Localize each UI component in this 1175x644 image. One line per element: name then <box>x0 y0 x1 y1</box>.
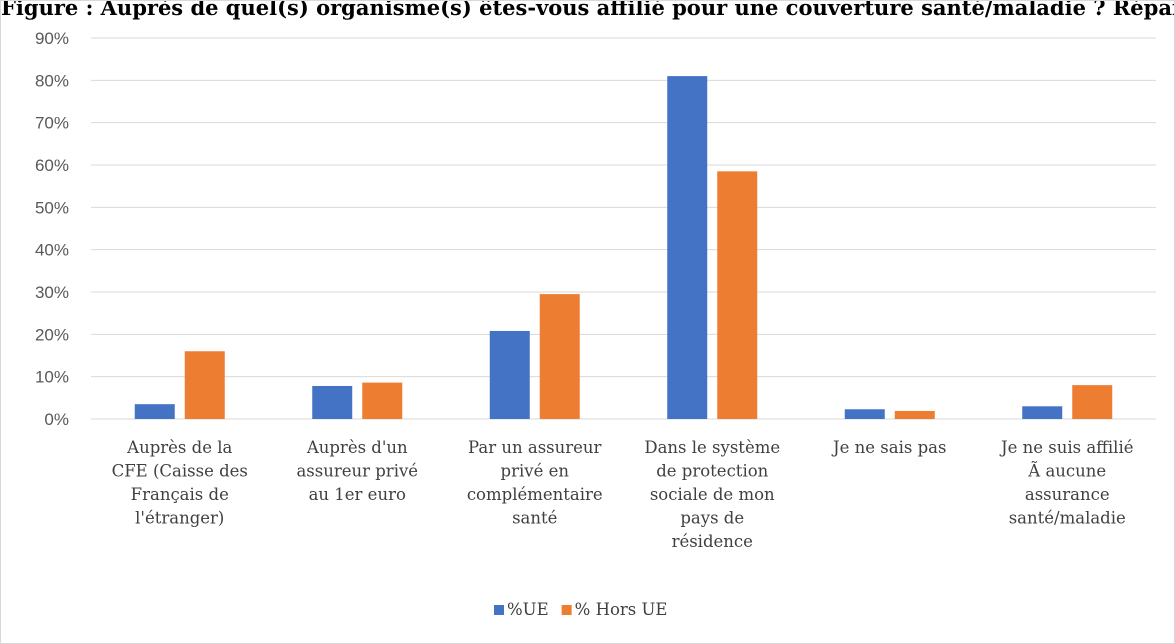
bars <box>134 76 1113 419</box>
y-tick-label: 40% <box>35 241 69 260</box>
legend-swatch <box>561 605 572 615</box>
bar-ue <box>134 404 175 419</box>
x-category-label-line: Auprès de la <box>126 438 232 457</box>
y-tick-label: 90% <box>35 29 69 48</box>
x-category-label-line: Je ne suis affilié <box>999 438 1134 457</box>
x-category-label: Par un assureur privé en complémentaire san… <box>467 438 603 528</box>
x-category-label-line: pays de <box>680 509 744 528</box>
y-tick-label: 70% <box>35 114 69 133</box>
x-category-label: Je ne sais pas <box>831 438 946 457</box>
x-category-label-line: au 1er euro <box>309 485 406 504</box>
x-category-label-line: Auprès d'un <box>306 438 408 457</box>
bar-ue <box>844 409 885 419</box>
x-category-label-line: sociale de mon <box>650 485 775 504</box>
x-axis-labels: Auprès de la CFE (Caisse des Français de l'… <box>112 438 1134 551</box>
figure-title: Figure : Auprès de quel(s) organisme(s) … <box>1 0 1174 20</box>
x-category-label-line: CFE (Caisse des <box>112 462 248 481</box>
bar-hors-ue <box>717 171 758 419</box>
bar-hors-ue <box>894 410 935 419</box>
x-category-label-line: Je ne sais pas <box>831 438 946 457</box>
y-tick-label: 10% <box>35 368 69 387</box>
bar-ue <box>667 76 708 419</box>
x-category-label-line: de protection <box>656 462 768 481</box>
y-tick-label: 80% <box>35 71 69 90</box>
x-category-label-line: santé/maladie <box>1009 509 1126 528</box>
y-tick-label: 20% <box>35 325 69 344</box>
y-tick-label: 60% <box>35 156 69 175</box>
legend-label: %UE <box>507 600 549 619</box>
x-category-label-line: privé en <box>501 462 570 481</box>
x-category-label-line: assureur privé <box>296 462 418 481</box>
y-axis-ticks: 0% 10% 20% 30% 40% 50% 60% 70% 80% 90% <box>35 29 69 429</box>
bar-hors-ue <box>539 294 580 419</box>
y-tick-label: 30% <box>35 283 69 302</box>
legend: %UE % Hors UE <box>494 600 667 619</box>
x-category-label-line: santé <box>512 509 557 528</box>
x-category-label-line: Dans le système <box>644 438 780 457</box>
bar-ue <box>312 385 353 419</box>
bar-ue <box>1022 406 1063 419</box>
x-category-label-line: l'étranger) <box>135 509 224 528</box>
x-category-label-line: assurance <box>1025 485 1110 504</box>
x-category-label-line: complémentaire <box>467 485 603 504</box>
y-tick-label: 50% <box>35 198 69 217</box>
x-category-label-line: Ã aucune <box>1027 461 1106 481</box>
bar-hors-ue <box>1072 385 1113 419</box>
x-category-label: Auprès de la CFE (Caisse des Français de l'… <box>112 438 248 528</box>
bar-hors-ue <box>184 351 225 419</box>
bar-hors-ue <box>362 382 403 419</box>
legend-swatch <box>494 605 504 615</box>
gridlines <box>91 37 1156 420</box>
x-category-label-line: Français de <box>131 485 229 504</box>
bar-ue <box>489 330 530 419</box>
x-category-label: Je ne suis affilié Ã aucune assurance santé… <box>999 438 1134 528</box>
y-tick-label: 0% <box>44 410 69 429</box>
x-category-label-line: résidence <box>672 532 753 551</box>
x-category-label: Auprès d'un assureur privé au 1er euro <box>296 438 418 504</box>
x-category-label: Dans le système de protection sociale de m… <box>644 438 780 551</box>
x-category-label-line: Par un assureur <box>468 438 602 457</box>
legend-label: % Hors UE <box>575 600 668 619</box>
